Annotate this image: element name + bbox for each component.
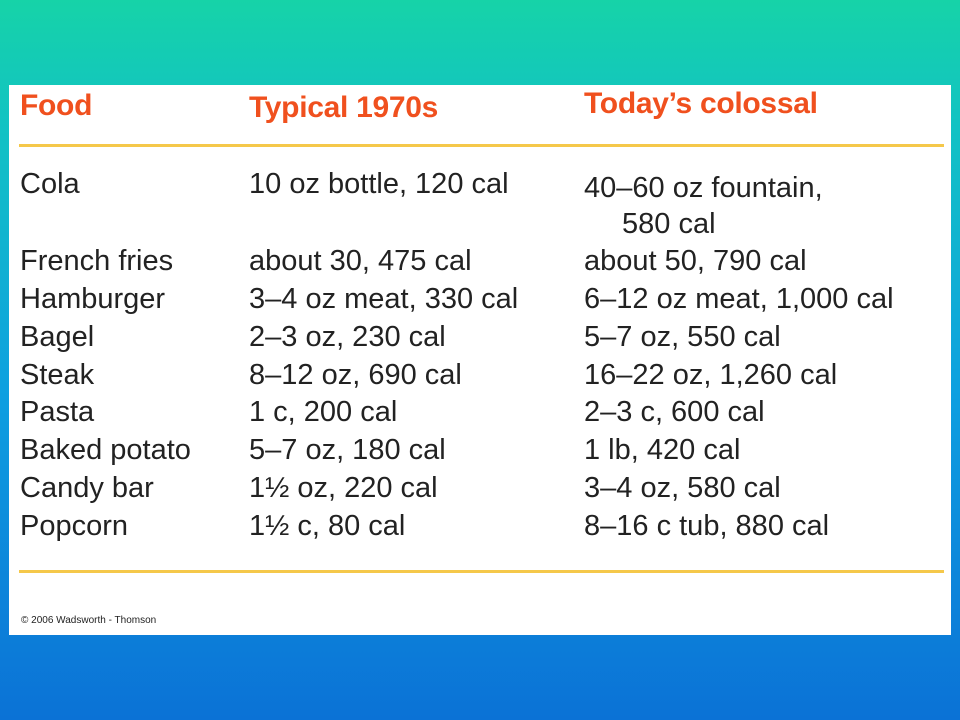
- header-divider: [19, 144, 944, 147]
- food-cell: Pasta: [20, 396, 95, 428]
- today-cell: about 50, 790 cal: [584, 245, 807, 277]
- today-cell: 8–16 c tub, 880 cal: [584, 510, 830, 542]
- food-cell: Candy bar: [20, 472, 154, 504]
- table-row: Bagel 2–3 oz, 230 cal 5–7 oz, 550 cal: [9, 318, 951, 356]
- today-cell: 5–7 oz, 550 cal: [584, 321, 781, 353]
- today-cell: 2–3 c, 600 cal: [584, 396, 765, 428]
- today-cell: 40–60 oz fountain,: [584, 172, 823, 204]
- table-panel: Food Typical 1970s Today’s colossal Cola…: [9, 85, 951, 635]
- copyright-notice: © 2006 Wadsworth - Thomson: [21, 615, 157, 626]
- header-food: Food: [20, 89, 93, 122]
- typical-cell: 1 c, 200 cal: [249, 396, 398, 428]
- table-row: Candy bar 1½ oz, 220 cal 3–4 oz, 580 cal: [9, 469, 951, 507]
- typical-cell: 3–4 oz meat, 330 cal: [249, 283, 519, 315]
- table-row: Hamburger 3–4 oz meat, 330 cal 6–12 oz m…: [9, 280, 951, 318]
- today-cell: 6–12 oz meat, 1,000 cal: [584, 283, 894, 315]
- today-cell: 16–22 oz, 1,260 cal: [584, 359, 838, 391]
- footer-divider: [19, 570, 944, 573]
- header-todays-colossal: Today’s colossal: [584, 87, 818, 120]
- table-row: Steak 8–12 oz, 690 cal 16–22 oz, 1,260 c…: [9, 356, 951, 394]
- table-row: Baked potato 5–7 oz, 180 cal 1 lb, 420 c…: [9, 431, 951, 469]
- typical-cell: about 30, 475 cal: [249, 245, 472, 277]
- typical-cell: 1½ oz, 220 cal: [249, 472, 438, 504]
- table-row: Cola 10 oz bottle, 120 cal 40–60 oz foun…: [9, 165, 951, 240]
- food-cell: Baked potato: [20, 434, 191, 466]
- typical-cell: 5–7 oz, 180 cal: [249, 434, 446, 466]
- food-cell: Popcorn: [20, 510, 129, 542]
- table-row: Pasta 1 c, 200 cal 2–3 c, 600 cal: [9, 393, 951, 431]
- typical-cell: 1½ c, 80 cal: [249, 510, 406, 542]
- table-row: Popcorn 1½ c, 80 cal 8–16 c tub, 880 cal: [9, 507, 951, 545]
- food-cell: French fries: [20, 245, 174, 277]
- today-cell: 3–4 oz, 580 cal: [584, 472, 781, 504]
- typical-cell: 8–12 oz, 690 cal: [249, 359, 462, 391]
- food-cell: Steak: [20, 359, 95, 391]
- header-typical-1970s: Typical 1970s: [249, 91, 439, 124]
- typical-cell: 10 oz bottle, 120 cal: [249, 168, 509, 200]
- food-cell: Hamburger: [20, 283, 166, 315]
- today-cell-continued: 580 cal: [622, 208, 716, 240]
- typical-cell: 2–3 oz, 230 cal: [249, 321, 446, 353]
- table-row: French fries about 30, 475 cal about 50,…: [9, 242, 951, 280]
- food-cell: Cola: [20, 168, 80, 200]
- today-cell: 1 lb, 420 cal: [584, 434, 741, 466]
- food-cell: Bagel: [20, 321, 95, 353]
